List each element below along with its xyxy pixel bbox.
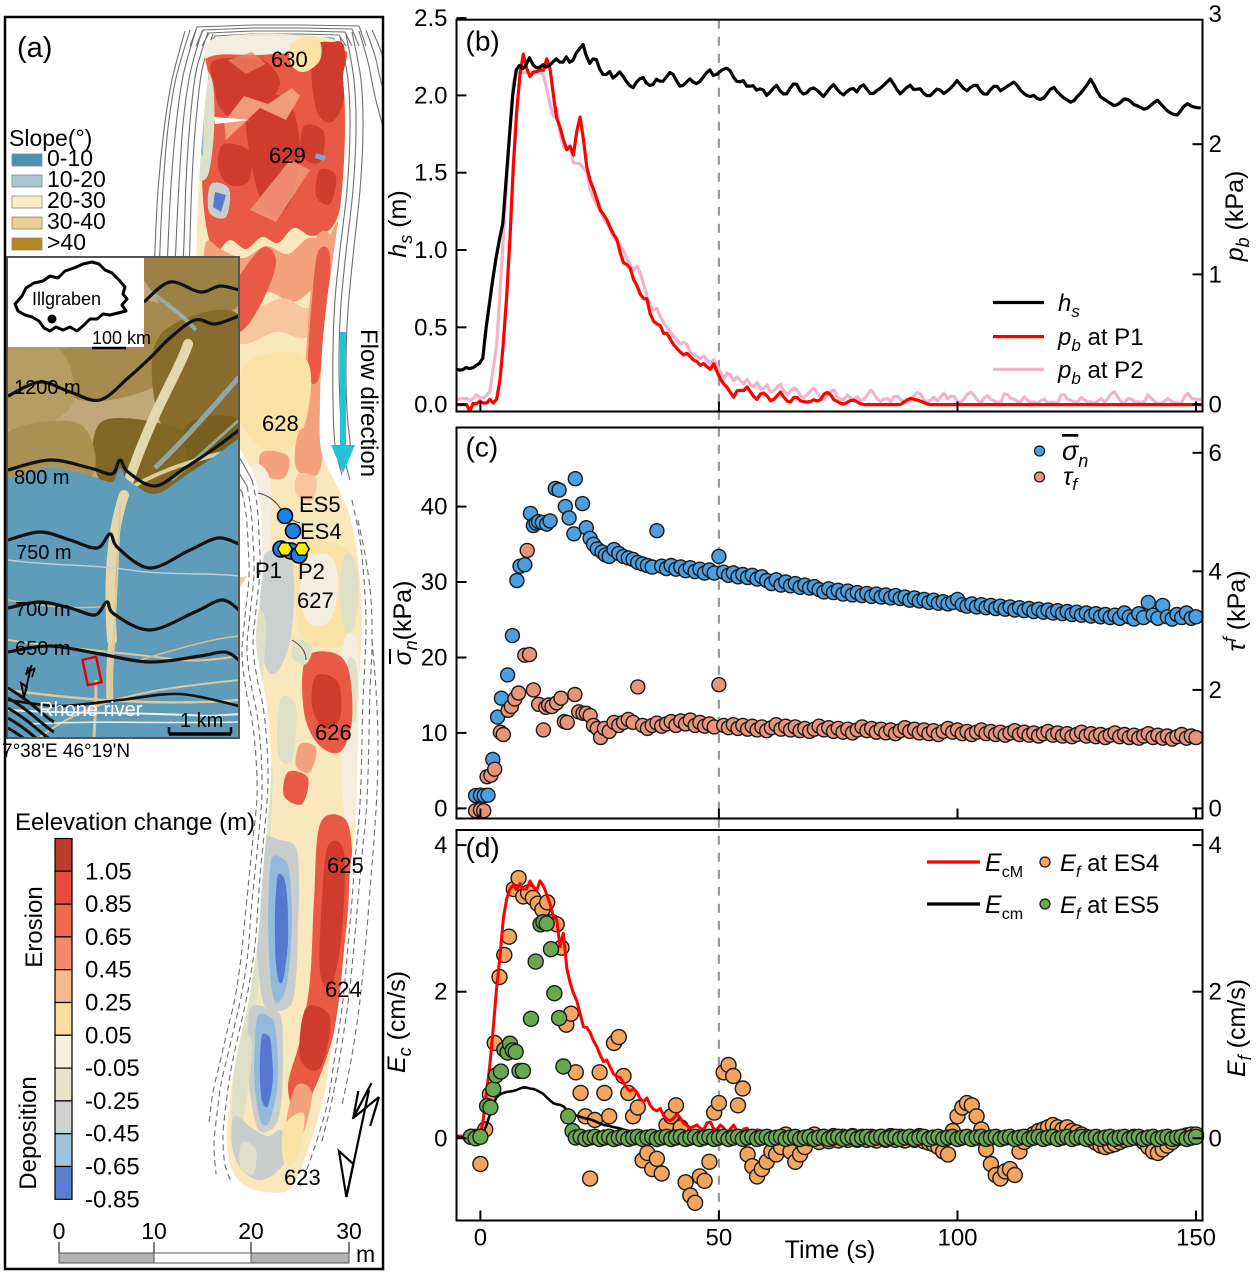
svg-text:P2: P2 [298,559,325,584]
svg-text:0: 0 [474,1225,487,1252]
svg-text:-0.05: -0.05 [85,1055,140,1082]
svg-text:30-40: 30-40 [47,208,106,234]
svg-text:4: 4 [1209,832,1222,859]
svg-text:Eelevation change (m): Eelevation change (m) [15,809,255,836]
svg-text:σn: σn [1062,436,1088,471]
svg-text:Slope(°): Slope(°) [9,125,92,151]
svg-text:623: 623 [284,1165,321,1190]
svg-text:0: 0 [434,1125,447,1152]
svg-text:ES4: ES4 [300,519,342,544]
svg-text:3: 3 [1209,1,1222,28]
svg-text:-0.85: -0.85 [85,1186,140,1213]
svg-text:630: 630 [271,47,308,72]
svg-text:m: m [356,1241,375,1267]
svg-text:2: 2 [1209,979,1222,1006]
svg-text:700 m: 700 m [15,599,71,621]
svg-text:4: 4 [1209,558,1222,585]
svg-text:1200 m: 1200 m [14,377,81,399]
svg-text:0-10: 0-10 [47,145,93,171]
svg-text:2: 2 [1209,677,1222,704]
svg-text:625: 625 [327,853,364,878]
svg-text:10: 10 [141,1218,167,1244]
svg-text:Illgraben: Illgraben [32,289,101,309]
svg-text:(a): (a) [17,32,52,64]
svg-text:τf: τf [1063,463,1079,494]
svg-text:626: 626 [315,720,352,745]
svg-text:0.05: 0.05 [85,1022,132,1049]
svg-text:150: 150 [1176,1225,1216,1252]
svg-text:20-30: 20-30 [47,187,106,213]
svg-text:Deposition: Deposition [15,1076,42,1189]
svg-text:Flow direction: Flow direction [355,329,382,477]
svg-text:σn(kPa): σn(kPa) [389,581,421,666]
svg-text:627: 627 [297,588,334,613]
svg-text:hs: hs [1058,290,1080,321]
svg-text:750 m: 750 m [16,542,72,564]
svg-text:0: 0 [53,1218,66,1244]
svg-text:6: 6 [1209,440,1222,467]
svg-text:1 km: 1 km [180,710,223,732]
svg-text:0: 0 [434,795,447,822]
svg-text:2: 2 [1209,131,1222,158]
svg-text:800 m: 800 m [14,467,70,489]
svg-text:2: 2 [434,979,447,1006]
svg-text:Ec (cm/s): Ec (cm/s) [383,971,415,1073]
svg-text:2.0: 2.0 [414,82,447,109]
svg-text:624: 624 [325,977,362,1002]
svg-text:Ef at ES5: Ef at ES5 [1060,892,1159,923]
svg-text:1: 1 [1209,261,1222,288]
svg-text:0.5: 0.5 [414,314,447,341]
svg-text:20: 20 [421,645,448,672]
svg-text:0.45: 0.45 [85,957,132,984]
svg-text:30: 30 [336,1218,362,1244]
svg-text:pb (kPa): pb (kPa) [1221,171,1253,263]
svg-text:Erosion: Erosion [21,886,48,967]
svg-text:7°38'E 46°19'N: 7°38'E 46°19'N [2,741,130,762]
svg-text:0: 0 [1209,392,1222,419]
svg-text:Ef at ES4: Ef at ES4 [1060,850,1159,881]
svg-text:(b): (b) [466,26,500,57]
svg-text:650 m: 650 m [15,638,71,660]
svg-text:Time (s): Time (s) [785,1236,876,1264]
svg-text:100: 100 [937,1225,977,1252]
svg-text:0.85: 0.85 [85,891,132,918]
svg-text:20: 20 [238,1218,264,1244]
svg-text:0: 0 [1209,1125,1222,1152]
svg-text:1.05: 1.05 [85,858,132,885]
svg-text:pb at P2: pb at P2 [1057,357,1144,388]
svg-text:0.65: 0.65 [85,924,132,951]
svg-text:629: 629 [269,143,306,168]
svg-text:4: 4 [434,832,447,859]
svg-text:τf (kPa): τf (kPa) [1220,570,1251,651]
svg-text:Ef (cm/s): Ef (cm/s) [1223,979,1255,1077]
svg-text:2.5: 2.5 [414,5,447,32]
svg-text:EcM: EcM [985,849,1023,881]
svg-text:Ecm: Ecm [985,891,1023,923]
svg-text:10-20: 10-20 [47,166,106,192]
svg-text:30: 30 [421,569,448,596]
svg-text:ES5: ES5 [299,492,341,517]
svg-text:-0.65: -0.65 [85,1154,140,1181]
svg-text:(d): (d) [466,832,500,863]
svg-text:1.0: 1.0 [414,237,447,264]
svg-text:hs (m): hs (m) [384,190,416,257]
svg-text:40: 40 [421,494,448,521]
svg-text:628: 628 [262,411,299,436]
svg-text:1.5: 1.5 [414,160,447,187]
svg-text:0.0: 0.0 [414,392,447,419]
svg-text:-0.25: -0.25 [85,1088,140,1115]
svg-text:0.25: 0.25 [85,990,132,1017]
svg-text:10: 10 [421,720,448,747]
svg-text:50: 50 [706,1225,733,1252]
svg-text:100 km: 100 km [92,328,151,348]
svg-text:(c): (c) [466,432,499,463]
svg-text:0: 0 [1209,795,1222,822]
svg-text:P1: P1 [255,558,282,583]
svg-text:Rhone river: Rhone river [39,699,143,721]
svg-text:-0.45: -0.45 [85,1121,140,1148]
svg-text:pb at P1: pb at P1 [1057,324,1144,355]
svg-text:>40: >40 [47,229,86,255]
